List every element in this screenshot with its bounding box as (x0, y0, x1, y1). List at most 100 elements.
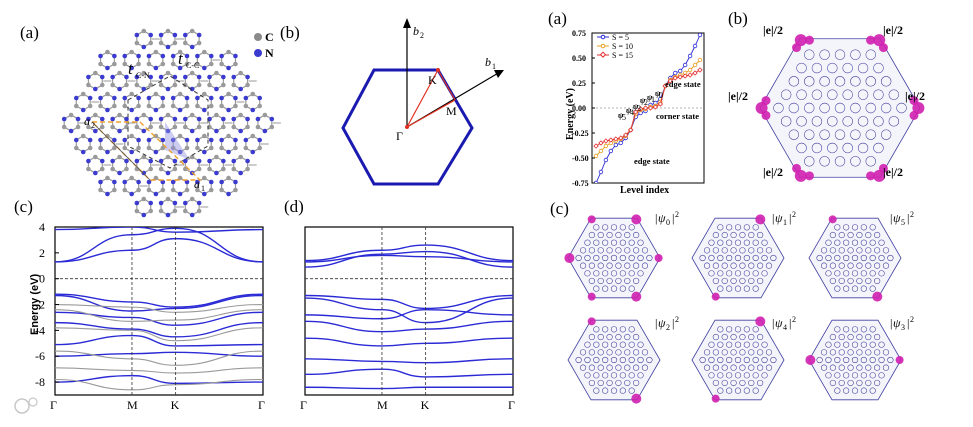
nitrogen-atom (148, 158, 154, 164)
lattice-ring (825, 356, 832, 364)
panel-label: (d) (284, 197, 304, 216)
lattice-ring (584, 372, 591, 379)
lattice-ring (757, 247, 764, 254)
lattice-ring (606, 333, 613, 341)
band-line-gray (55, 350, 263, 366)
lattice-ring (597, 277, 604, 285)
triazine-ring (221, 93, 237, 111)
lattice-ring (851, 239, 859, 246)
lattice-ring (602, 270, 609, 277)
vector-a2-sub: 2 (91, 121, 95, 130)
lattice-ring (726, 239, 733, 246)
nitrogen-atom (87, 95, 93, 101)
lattice-ring (796, 142, 807, 154)
nitrogen-atom (170, 95, 176, 101)
psi-symbol: ψ (658, 211, 666, 225)
nitrogen-atom (98, 179, 103, 185)
lattice-ring (748, 379, 755, 387)
lattice-ring (610, 341, 618, 348)
nitrogen-atom (148, 32, 154, 38)
nitrogen-atom (257, 137, 262, 143)
density-blob (755, 316, 766, 327)
lattice-ring (770, 254, 777, 262)
lattice-ring (730, 247, 737, 254)
carbon-atom (112, 103, 117, 109)
data-point (613, 142, 619, 148)
density-blob (587, 317, 596, 326)
lattice-ring (712, 333, 719, 341)
carbon-atom (231, 166, 237, 172)
abs-bar: | (789, 316, 791, 330)
carbon-atom (172, 82, 178, 88)
lattice-ring (752, 224, 759, 231)
psi-index: 0 (666, 218, 670, 227)
panel-label: (c) (14, 197, 33, 216)
psi-power: 2 (675, 210, 679, 219)
lattice-ring (752, 270, 759, 277)
nitrogen-atom (238, 86, 243, 92)
lattice-ring (708, 239, 715, 246)
lattice-ring (726, 341, 733, 348)
lattice-ring (757, 364, 764, 371)
lattice-ring (838, 247, 845, 254)
data-point (692, 62, 698, 68)
carbon-atom (195, 145, 200, 151)
band-line-blue (55, 311, 263, 326)
psi-symbol: ψ (893, 316, 901, 330)
nitrogen-atom (124, 74, 129, 80)
carbon-atom (165, 154, 171, 160)
lattice-ring (780, 89, 792, 100)
nitrogen-atom (158, 200, 164, 206)
lattice-ring (827, 89, 838, 100)
carbon-atom (184, 187, 190, 193)
lattice-ring (606, 231, 613, 239)
lattice-ring (860, 356, 867, 364)
lattice-ring (628, 254, 635, 262)
band-line-blue (305, 358, 513, 364)
lattice-ring (834, 387, 841, 394)
data-point (692, 70, 698, 76)
carbon-atom (136, 187, 141, 193)
lattice-ring (838, 379, 845, 387)
lattice-ring (748, 277, 755, 285)
nitrogen-atom (245, 116, 250, 122)
psi-symbol: ψ (893, 211, 901, 225)
nitrogen-atom (172, 116, 178, 122)
psi-symbol: ψ (655, 89, 661, 98)
carbon-atom (233, 145, 238, 151)
lattice-ring (615, 231, 622, 239)
lattice-ring (730, 231, 737, 239)
lattice-ring (739, 247, 746, 254)
density-blob (804, 171, 814, 181)
lattice-ring (699, 254, 706, 262)
lattice-ring (819, 129, 830, 140)
lattice-ring (834, 129, 846, 140)
lattice-ring (851, 341, 859, 348)
density-blob (755, 214, 766, 225)
lattice-ring (882, 364, 890, 371)
brillouin-wedge (165, 122, 190, 160)
data-point (687, 53, 693, 59)
data-point (673, 70, 678, 76)
lattice-ring (637, 254, 644, 262)
y-tick-label: -2 (35, 298, 45, 312)
lattice-ring (834, 372, 841, 379)
carbon-atom (158, 166, 164, 172)
annotation-edge-top: edge state (665, 79, 701, 89)
lattice-ring (860, 254, 867, 262)
lattice-ring (880, 129, 892, 140)
watermark (14, 397, 38, 414)
triazine-ring (233, 156, 249, 174)
carbon-atom (255, 124, 261, 130)
lattice-ring (838, 231, 845, 239)
carbon-atom (250, 91, 256, 97)
lattice-ring (717, 239, 724, 246)
legend-marker-icon (600, 43, 606, 49)
lattice-ring (579, 364, 587, 371)
lattice-ring (726, 372, 733, 379)
triazine-ring (87, 72, 103, 90)
nitrogen-atom (165, 212, 171, 218)
panel-left-c: (c) Γ M K Γ 4 2 0 -2 -4 -6 -8 Energy (eV) (14, 197, 265, 412)
lattice-ring (726, 254, 733, 262)
